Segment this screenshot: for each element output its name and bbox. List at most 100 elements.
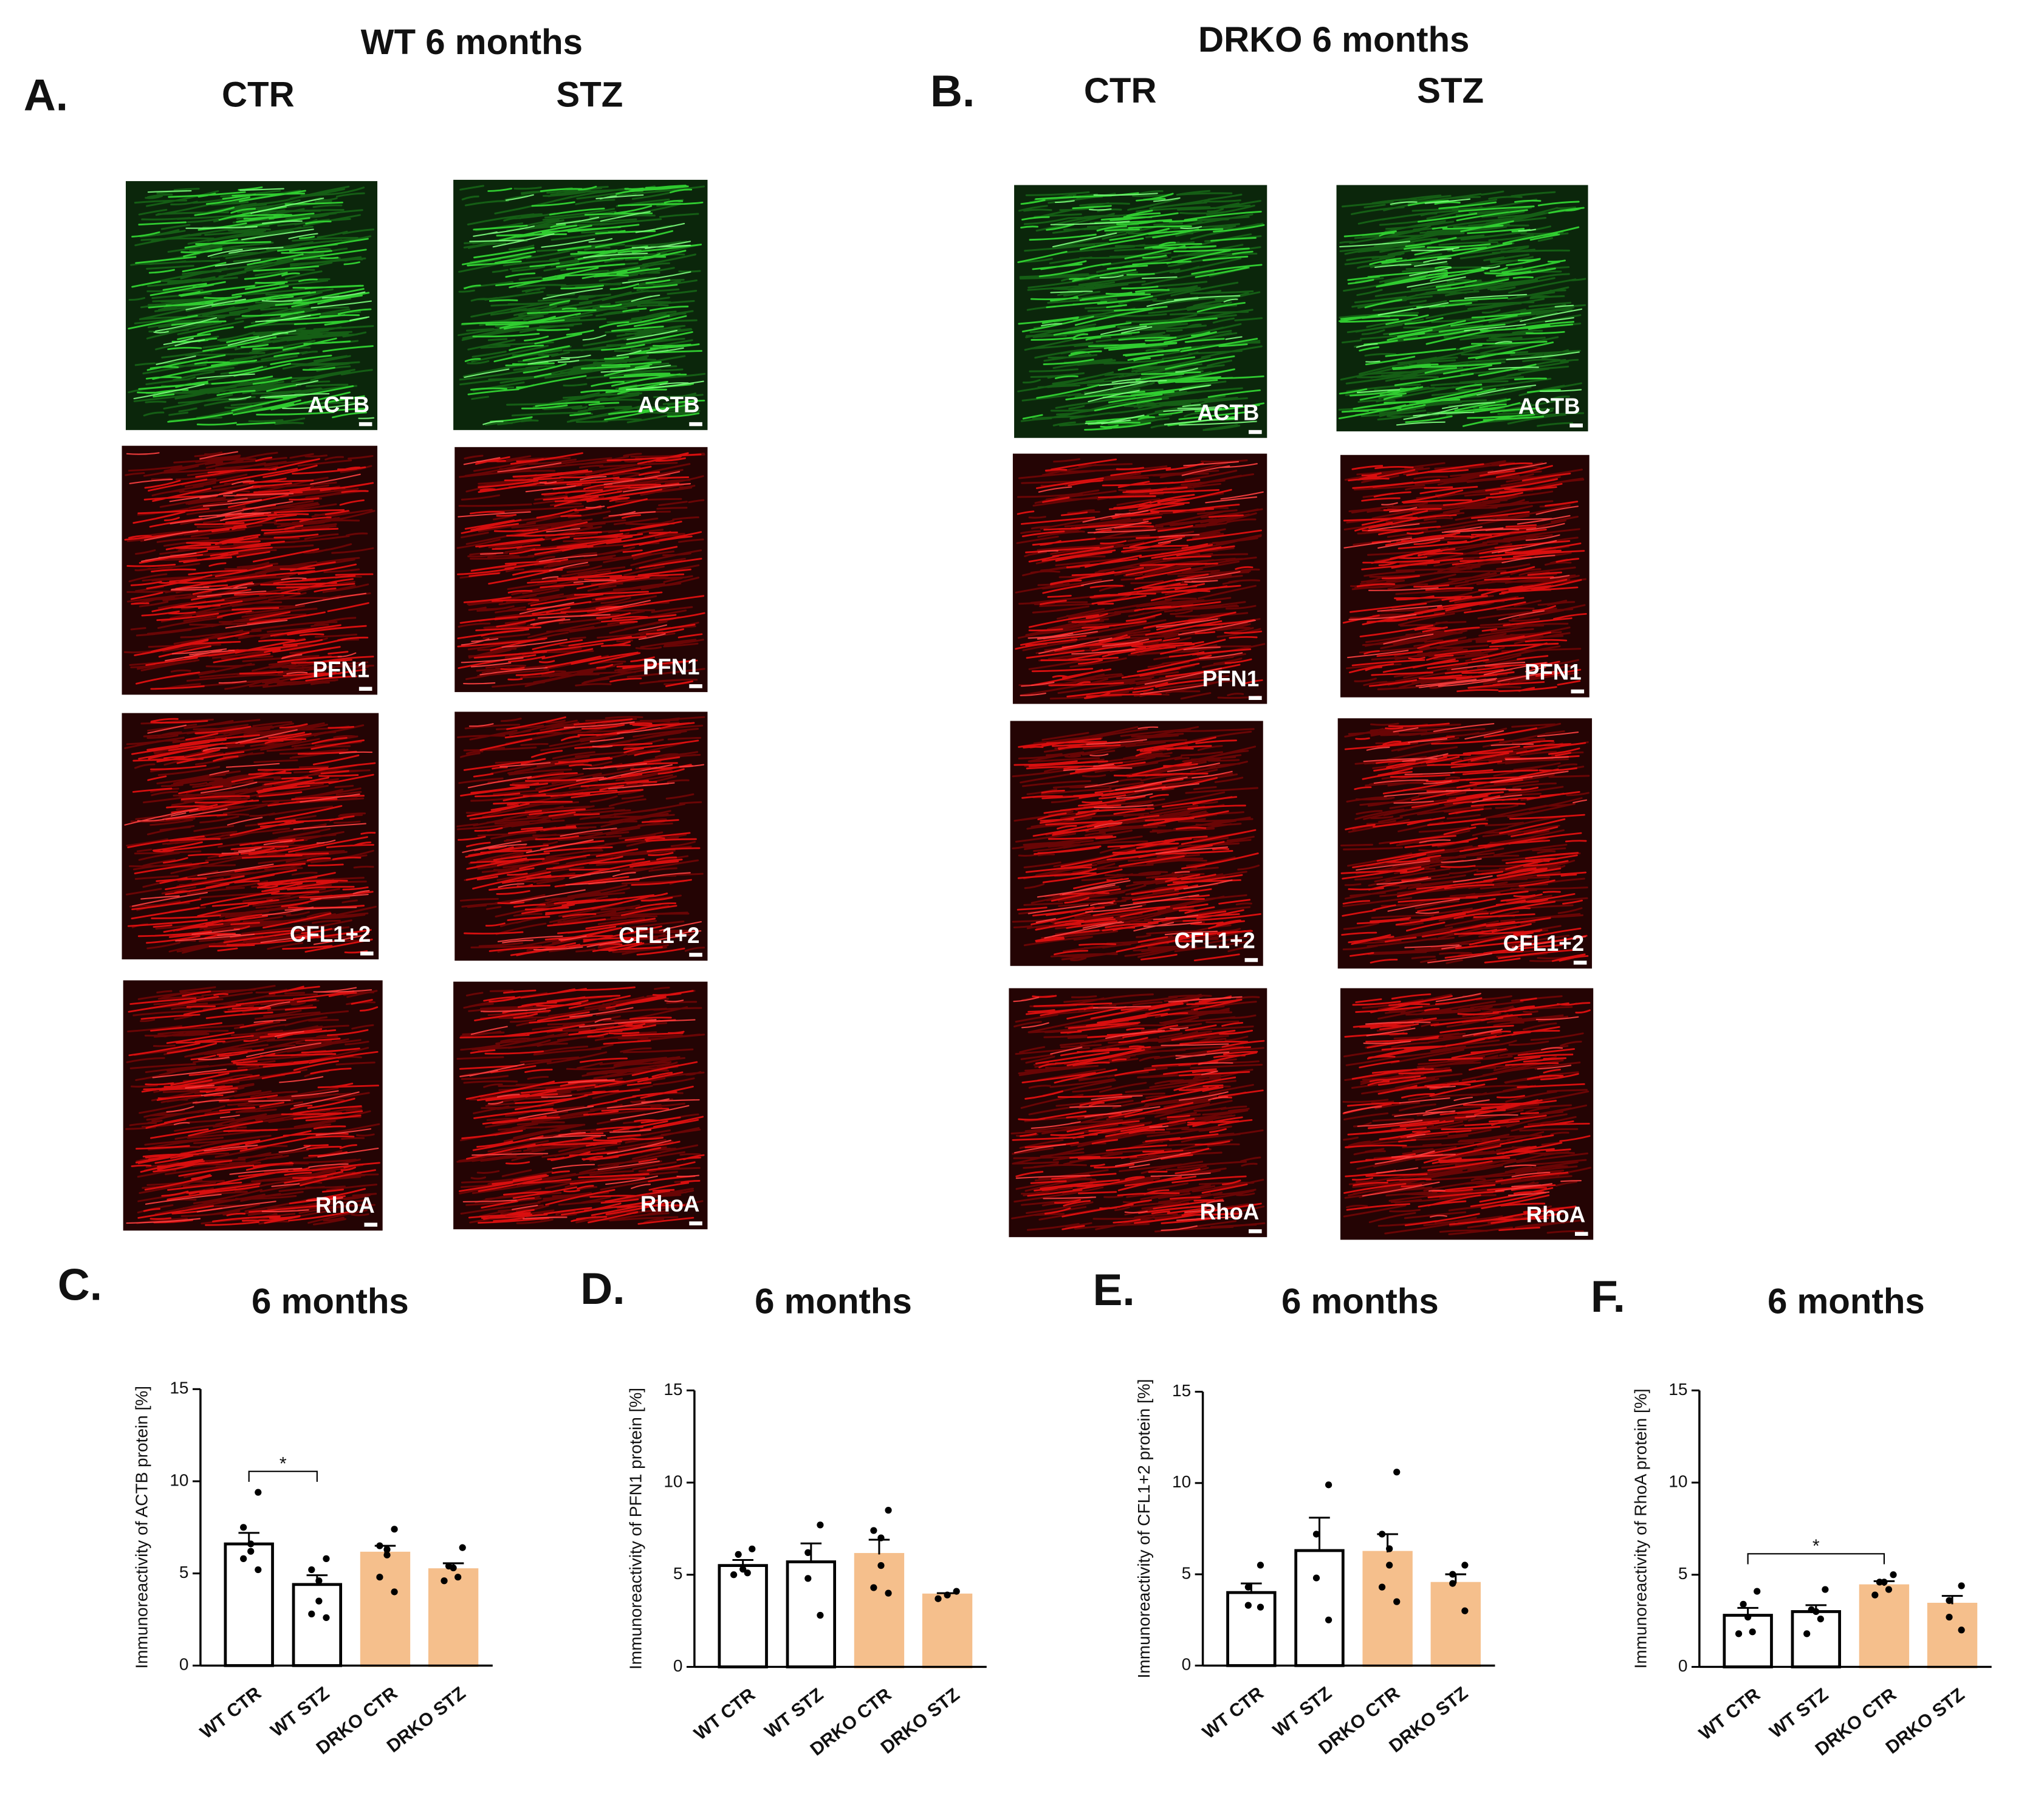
data-point xyxy=(255,1566,262,1574)
stain-label: ACTB xyxy=(1518,394,1580,419)
data-point xyxy=(308,1566,315,1574)
y-tick-label: 10 xyxy=(170,1470,188,1489)
data-point xyxy=(1461,1607,1469,1614)
data-point xyxy=(240,1524,247,1531)
data-point xyxy=(1754,1588,1761,1595)
significance-label: * xyxy=(280,1454,287,1474)
scale-bar xyxy=(1571,689,1585,694)
data-point xyxy=(1449,1580,1456,1587)
data-point xyxy=(323,1555,330,1562)
fiber-texture xyxy=(128,986,380,1226)
y-tick-label: 0 xyxy=(179,1655,189,1674)
y-tick-label: 5 xyxy=(1182,1563,1192,1582)
bar xyxy=(224,1542,274,1667)
data-point xyxy=(1946,1597,1953,1604)
panel-label: F. xyxy=(1591,1272,1625,1322)
column-label: STZ xyxy=(1417,71,1484,111)
data-point xyxy=(255,1489,262,1496)
scale-bar xyxy=(358,422,372,427)
y-axis-label: Immunoreactivity of ACTB protein [%] xyxy=(132,1386,151,1669)
panel-title: DRKO 6 months xyxy=(1198,20,1469,60)
fiber-texture xyxy=(457,452,705,687)
bar xyxy=(1791,1610,1841,1668)
data-point xyxy=(1312,1531,1320,1538)
y-tick-label: 0 xyxy=(1182,1655,1192,1674)
stain-label: PFN1 xyxy=(1202,666,1260,691)
bar xyxy=(428,1568,479,1667)
data-point xyxy=(730,1571,738,1579)
data-point xyxy=(870,1527,877,1534)
y-axis-label: Immunoreactivity of RhoA protein [%] xyxy=(1631,1388,1650,1668)
fiber-texture xyxy=(459,999,700,1219)
y-tick-label: 15 xyxy=(1668,1380,1687,1399)
fiber-texture xyxy=(1020,461,1264,696)
data-point xyxy=(877,1562,885,1569)
data-point xyxy=(1449,1571,1456,1578)
data-point xyxy=(1958,1627,1965,1634)
data-point xyxy=(1386,1561,1393,1569)
data-point xyxy=(383,1551,391,1558)
y-axis-label: Immunoreactivity of PFN1 protein [%] xyxy=(626,1388,645,1670)
scale-bar xyxy=(689,1221,702,1226)
data-point xyxy=(877,1534,885,1541)
fiber-texture xyxy=(461,185,705,423)
bar xyxy=(1226,1591,1277,1667)
y-tick-label: 15 xyxy=(664,1380,682,1399)
y-tick-label: 5 xyxy=(673,1564,683,1583)
y-tick-label: 0 xyxy=(673,1656,683,1675)
data-point xyxy=(1822,1586,1829,1593)
fiber-texture xyxy=(1013,996,1243,1232)
data-point xyxy=(1744,1613,1752,1621)
scale-bar xyxy=(1249,1229,1262,1233)
bar xyxy=(1723,1614,1773,1668)
data-point xyxy=(817,1521,824,1529)
data-point xyxy=(749,1545,756,1552)
column-label: CTR xyxy=(222,75,295,114)
scale-bar xyxy=(689,684,702,688)
fiber-texture xyxy=(1342,462,1587,693)
bar xyxy=(922,1593,973,1668)
panel-label: B. xyxy=(930,66,975,116)
scale-bar xyxy=(1244,958,1258,962)
data-point xyxy=(308,1610,315,1617)
bar xyxy=(854,1553,905,1668)
data-point xyxy=(1325,1481,1332,1489)
chart-title: 6 months xyxy=(755,1282,912,1322)
significance-bracket xyxy=(1747,1553,1885,1565)
data-point xyxy=(441,1577,448,1585)
data-point xyxy=(315,1577,323,1585)
fiber-texture xyxy=(1012,995,1265,1230)
column-label: CTR xyxy=(1084,71,1157,111)
data-point xyxy=(739,1566,747,1573)
data-point xyxy=(240,1555,247,1562)
fiber-texture xyxy=(1343,462,1579,688)
data-point xyxy=(953,1588,960,1595)
fiber-texture xyxy=(1027,726,1233,939)
data-point xyxy=(1312,1574,1320,1582)
data-point xyxy=(1813,1608,1820,1616)
stain-label: CFL1+2 xyxy=(290,922,371,947)
stain-label: CFL1+2 xyxy=(1503,931,1584,956)
data-point xyxy=(1958,1582,1965,1589)
stain-label: RhoA xyxy=(1200,1199,1260,1224)
scale-bar xyxy=(1249,430,1262,434)
data-point xyxy=(323,1614,330,1622)
data-point xyxy=(1325,1616,1332,1623)
data-point xyxy=(1946,1613,1953,1621)
scale-bar xyxy=(364,1222,378,1227)
scale-bar xyxy=(1575,1232,1588,1236)
y-tick-label: 10 xyxy=(1172,1472,1191,1491)
scale-bar xyxy=(1249,696,1262,701)
data-point xyxy=(1378,1531,1386,1538)
data-point xyxy=(1890,1571,1897,1579)
data-point xyxy=(247,1540,255,1548)
data-point xyxy=(1735,1630,1743,1637)
stain-label: PFN1 xyxy=(643,654,700,679)
y-axis-label: Immunoreactivity of CFL1+2 protein [%] xyxy=(1134,1379,1153,1679)
stain-label: PFN1 xyxy=(312,657,369,682)
fiber-texture xyxy=(1339,198,1583,426)
error-bar xyxy=(732,1559,753,1566)
data-point xyxy=(1803,1630,1811,1637)
scale-bar xyxy=(358,687,372,691)
data-point xyxy=(450,1564,457,1572)
